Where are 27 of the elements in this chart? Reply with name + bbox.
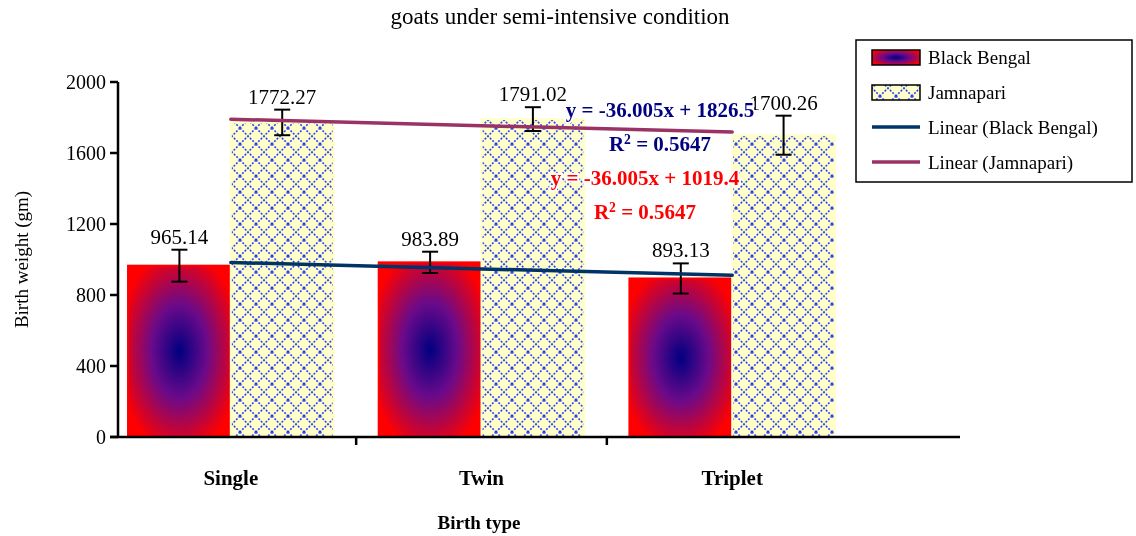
bar <box>229 121 335 438</box>
bar <box>127 264 232 438</box>
data-label: 983.89 <box>401 226 459 251</box>
legend-label: Jamnapari <box>928 81 1007 103</box>
annotation: R$^{2}$ = 0.5647 <box>593 199 697 225</box>
legend-label: Linear (Black Bengal) <box>928 116 1098 139</box>
y-tick-label: 1200 <box>66 213 106 235</box>
x-tick-label: Triplet <box>701 466 763 490</box>
x-tick-label: Single <box>203 466 259 490</box>
x-tick-label: Twin <box>458 466 505 490</box>
data-label: 1791.02 <box>498 82 568 107</box>
legend-label: Linear (Jamnapari) <box>928 151 1074 174</box>
annotation: R$^{2}$ = 0.5647 <box>608 131 712 157</box>
y-tick-label: 800 <box>76 284 106 306</box>
data-label: 893.13 <box>651 238 710 263</box>
bar <box>377 261 483 438</box>
bar <box>628 277 734 438</box>
chart-title: goats under semi-intensive condition <box>390 4 731 29</box>
y-axis-title: Birth weight (gm) <box>11 190 33 329</box>
y-tick-label: 2000 <box>66 71 106 93</box>
y-tick-label: 1600 <box>66 142 106 164</box>
y-tick-label: 0 <box>96 426 106 448</box>
y-tick-label: 400 <box>76 355 106 377</box>
legend-label: Black Bengal <box>928 46 1031 68</box>
data-label: 1772.27 <box>248 84 317 109</box>
data-label: 965.14 <box>150 224 209 249</box>
x-axis-title: Birth type <box>437 512 521 533</box>
